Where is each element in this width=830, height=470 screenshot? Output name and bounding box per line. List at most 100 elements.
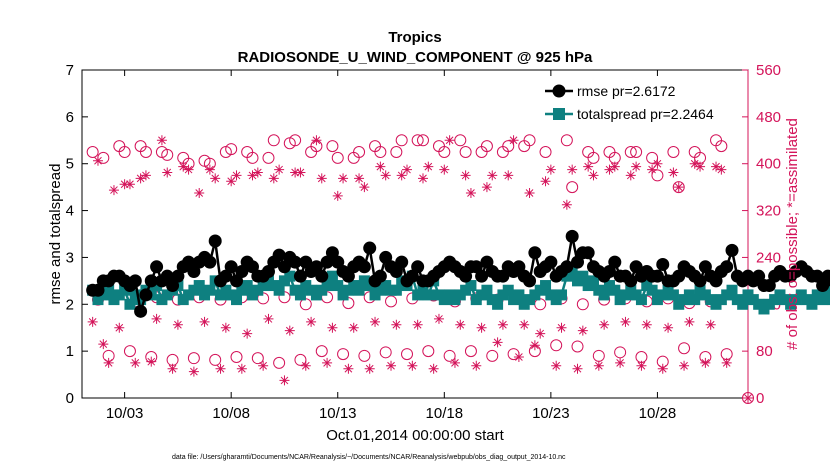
assimilated-obs-point [588,170,599,181]
totalspread-point [465,280,477,292]
possible-obs-point [614,346,627,359]
assimilated-obs-point [716,164,727,175]
rmse-point [395,255,409,269]
assimilated-obs-point [615,357,626,368]
possible-obs-point [502,140,515,153]
assimilated-obs-point [433,313,444,324]
assimilated-obs-point [492,337,503,348]
rmse-point [650,269,664,283]
assimilated-obs-point [604,164,615,175]
assimilated-obs-point [364,363,375,374]
rmse-point [826,275,830,287]
possible-obs-point [422,345,435,358]
totalspread-point [577,270,589,282]
assimilated-obs-point [151,313,162,324]
assimilated-obs-point [322,357,333,368]
possible-obs-point [326,140,339,153]
rmse-point [624,274,638,288]
totalspread-point [332,280,344,292]
possible-obs-point [539,146,552,158]
y-left-tick-label: 2 [66,296,74,313]
x-tick-label: 10/23 [532,405,570,422]
assimilated-obs-point [156,135,167,146]
totalspread-point [273,284,285,296]
legend-box [535,78,742,131]
possible-obs-point [331,151,344,164]
assimilated-obs-point [471,360,482,371]
assimilated-obs-point [386,360,397,371]
rmse-point [693,274,707,288]
assimilated-obs-point [721,357,732,368]
assimilated-obs-point [370,316,381,327]
assimilated-obs-point [348,322,359,333]
assimilated-obs-point [529,340,540,351]
assimilated-obs-point [535,328,546,339]
assimilated-obs-point [444,135,455,146]
totalspread-point [806,298,818,310]
totalspread-point [241,280,253,292]
totalspread-point [135,294,147,306]
assimilated-obs-point [231,170,242,181]
assimilated-obs-point [609,161,620,172]
possible-obs-point [646,151,659,164]
assimilated-obs-point [684,316,695,327]
assimilated-obs-point [641,319,652,330]
rmse-point [144,274,158,288]
rmse-point [363,241,377,255]
y-right-tick-label: 400 [756,156,781,173]
possible-obs-point [523,134,536,147]
rmse-point [560,260,574,274]
assimilated-obs-point [508,135,519,146]
totalspread-point [294,289,306,301]
possible-obs-point [454,134,467,147]
assimilated-obs-point [215,363,226,374]
rmse-point [373,269,387,283]
totalspread-point [609,284,621,296]
rmse-point [203,255,217,269]
rmse-point [150,260,164,274]
assimilated-obs-point [188,366,199,377]
rmse-point [357,260,371,274]
totalspread-point [390,284,402,296]
assimilated-obs-point [380,170,391,181]
totalspread-point [481,284,493,296]
assimilated-obs-point [428,363,439,374]
totalspread-point [193,280,205,292]
rmse-point [411,260,425,274]
x-tick-label: 10/08 [212,405,250,422]
assimilated-obs-point [700,357,711,368]
rmse-point [656,257,670,271]
y-right-tick-label: 0 [756,390,764,407]
assimilated-obs-point [332,190,343,201]
totalspread-point [257,280,269,292]
totalspread-point [737,298,749,310]
possible-obs-point [401,348,414,361]
possible-obs-zero-point [742,392,754,404]
assimilated-obs-point [311,135,322,146]
totalspread-point [326,270,338,282]
rmse-point [475,269,489,283]
assimilated-obs-point [359,182,370,193]
possible-obs-point [86,146,99,158]
possible-obs-point [353,146,366,158]
assimilated-obs-point [338,173,349,184]
rmse-point [139,288,153,302]
assimilated-obs-point [503,170,514,181]
possible-obs-point [123,345,136,358]
possible-obs-point [550,339,563,352]
assimilated-obs-point [146,356,157,367]
assimilated-obs-point [178,161,189,172]
assimilated-obs-point [306,316,317,327]
assimilated-obs-point [343,363,354,374]
assimilated-obs-point [140,170,151,181]
y-axis-left-label: rmse and totalspread [47,164,64,305]
possible-obs-point [624,146,637,158]
assimilated-obs-point [167,363,178,374]
assimilated-obs-point [279,375,290,386]
assimilated-obs-point [572,363,583,374]
assimilated-obs-point [130,357,141,368]
totalspread-point [124,298,136,310]
legend-totalspread-marker [553,108,565,120]
rmse-point [544,255,558,269]
totalspread-point [598,289,610,301]
